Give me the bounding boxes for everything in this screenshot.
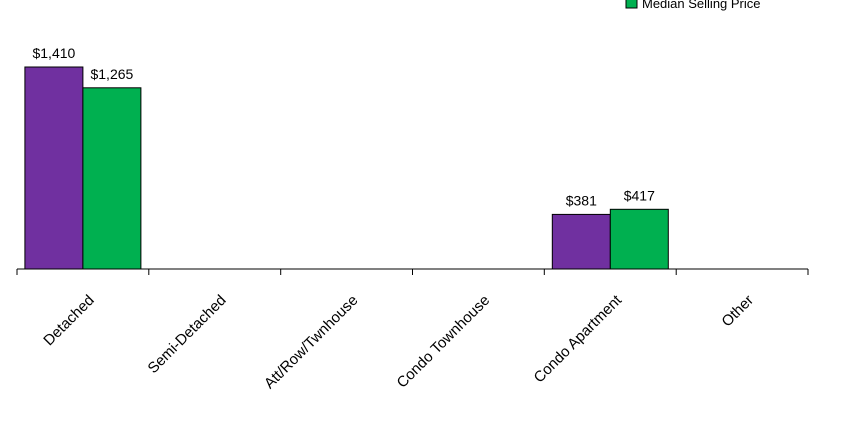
bar-condo-apartment-series-2 bbox=[609, 208, 669, 270]
legend-label-median-selling-price: Median Selling Price bbox=[642, 0, 761, 11]
legend-swatch-median-selling-price bbox=[625, 0, 638, 9]
data-label-detached-series-1: $1,410 bbox=[32, 45, 75, 61]
x-tick-label-semi-detached: Semi-Detached bbox=[144, 292, 229, 377]
data-label-condo-apartment-series-2: $417 bbox=[624, 187, 655, 203]
x-axis bbox=[16, 268, 809, 275]
bar-detached-series-1 bbox=[24, 66, 84, 270]
data-labels: $1,410 $1,265 $381 $417 bbox=[32, 45, 655, 208]
data-label-detached-series-2: $1,265 bbox=[90, 66, 133, 82]
x-tick-label-other: Other bbox=[718, 292, 757, 331]
x-tick-label-condo-townhouse: Condo Townhouse bbox=[394, 292, 494, 392]
legend: Median Selling Price bbox=[625, 0, 761, 11]
x-tick-label-detached: Detached bbox=[40, 292, 97, 349]
x-tick-label-att-row-twnhouse: Att/Row/Twnhouse bbox=[261, 292, 361, 392]
x-tick-labels: Detached Semi-Detached Att/Row/Twnhouse Con… bbox=[40, 291, 757, 392]
bar-detached-series-2 bbox=[82, 87, 142, 270]
bars bbox=[24, 66, 669, 270]
x-tick-label-condo-apartment: Condo Apartment bbox=[531, 291, 626, 386]
data-label-condo-apartment-series-1: $381 bbox=[566, 192, 597, 208]
bar-condo-apartment-series-1 bbox=[551, 213, 611, 270]
